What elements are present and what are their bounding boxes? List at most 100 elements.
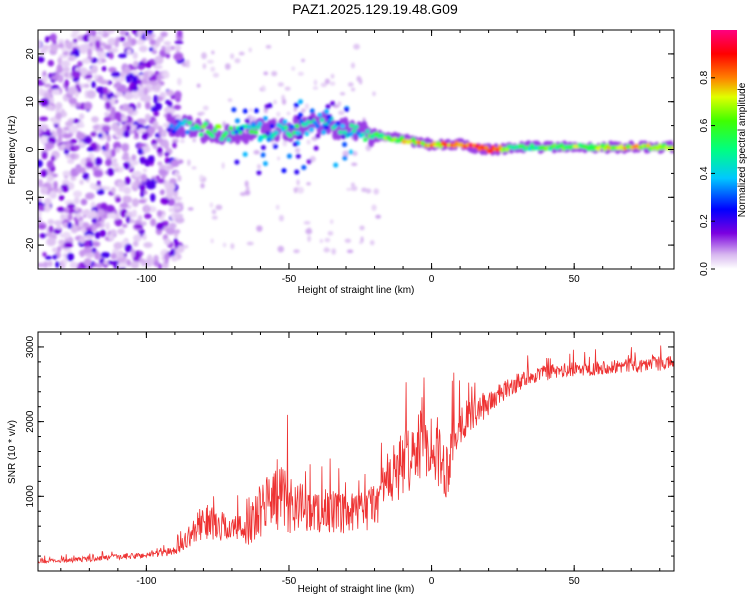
heatmap-noise-blob — [63, 241, 73, 249]
heatmap-noise-blob — [55, 71, 60, 78]
heatmap-cluster-blob — [315, 133, 321, 139]
heatmap-noise-blob — [80, 198, 88, 206]
heatmap-noise-blob — [88, 41, 94, 47]
heatmap-noise-blob — [84, 234, 94, 239]
heatmap-faint-blob — [211, 209, 217, 215]
heatmap-noise-blob — [174, 40, 184, 45]
heatmap-noise-blob — [177, 77, 182, 86]
chart-title: PAZ1.2025.129.19.48.G09 — [292, 1, 458, 17]
heatmap-noise-blob — [153, 260, 160, 267]
heatmap-noise-blob — [63, 67, 71, 72]
heatmap-faint-blob — [277, 245, 285, 253]
heatmap-noise-blob — [144, 113, 151, 122]
heatmap-faint-blob — [304, 103, 310, 110]
snr-y-tick-label: 1000 — [25, 485, 36, 508]
spectrogram-x-tick-label: -50 — [282, 274, 297, 285]
heatmap-faint-blob — [263, 71, 269, 76]
heatmap-noise-blob — [41, 75, 48, 83]
heatmap-noise-blob — [70, 33, 78, 38]
heatmap-noise-blob — [77, 60, 83, 67]
heatmap-noise-blob — [77, 208, 83, 213]
heatmap-cluster-blob — [260, 152, 266, 158]
heatmap-noise-blob — [174, 241, 179, 249]
heatmap-noise-blob — [116, 127, 124, 136]
heatmap-noise-blob — [42, 252, 47, 257]
heatmap-noise-blob — [125, 124, 131, 132]
heatmap-noise-blob — [43, 92, 52, 99]
heatmap-ridge-core — [314, 124, 320, 129]
heatmap-noise-blob — [38, 159, 43, 168]
heatmap-noise-blob — [153, 94, 159, 104]
heatmap-noise-blob — [91, 80, 96, 89]
heatmap-noise-blob — [43, 83, 52, 88]
heatmap-noise-blob — [108, 52, 114, 60]
colorbar-ticks: 0.0 0.2 0.4 0.6 0.8 — [699, 70, 715, 276]
heatmap-noise-blob — [143, 190, 148, 195]
heatmap-noise-blob — [133, 223, 144, 230]
heatmap-noise-blob — [124, 92, 134, 100]
heatmap-noise-blob — [57, 74, 64, 83]
heatmap-cluster-blob — [348, 131, 354, 137]
heatmap-ridge-core — [410, 137, 416, 143]
heatmap-noise-blob — [143, 87, 149, 96]
heatmap-faint-blob — [337, 101, 342, 107]
heatmap-noise-blob — [139, 185, 146, 192]
heatmap-noise-blob — [136, 79, 142, 85]
heatmap-noise-blob — [136, 118, 146, 124]
heatmap-ridge-core — [228, 126, 234, 131]
heatmap-noise-blob — [140, 190, 145, 198]
heatmap-noise-blob — [129, 168, 134, 173]
heatmap-noise-blob — [70, 226, 78, 234]
heatmap-noise-blob — [70, 70, 81, 79]
heatmap-faint-blob — [297, 186, 304, 194]
heatmap-noise-blob — [61, 60, 71, 68]
heatmap-noise-blob — [163, 41, 172, 46]
heatmap-noise-blob — [144, 204, 150, 213]
heatmap-noise-blob — [141, 94, 152, 103]
heatmap-noise-blob — [149, 80, 158, 86]
heatmap-noise-blob — [38, 210, 42, 218]
heatmap-ridge-core — [362, 137, 368, 142]
heatmap-noise-blob — [114, 218, 123, 227]
heatmap-noise-blob — [137, 215, 143, 221]
heatmap-faint-blob — [294, 147, 301, 153]
heatmap-cluster-blob — [260, 145, 266, 151]
heatmap-noise-blob — [160, 189, 165, 196]
heatmap-cluster-blob — [251, 122, 257, 128]
heatmap-ridge-core — [287, 133, 293, 138]
heatmap-noise-blob — [131, 85, 139, 92]
heatmap-noise-blob — [58, 194, 65, 201]
heatmap-noise-blob — [38, 40, 42, 49]
heatmap-noise-blob — [122, 41, 132, 48]
heatmap-faint-blob — [246, 241, 254, 246]
spectrogram-y-tick-label: 0 — [25, 146, 36, 152]
heatmap-noise-blob — [150, 218, 157, 227]
heatmap-faint-blob — [221, 162, 225, 170]
heatmap-cluster-blob — [343, 106, 349, 112]
heatmap-cluster-blob — [231, 107, 237, 113]
heatmap-noise-blob — [152, 120, 159, 130]
heatmap-ridge-core — [527, 146, 533, 152]
heatmap-noise-blob — [153, 254, 159, 263]
heatmap-noise-blob — [154, 55, 164, 65]
heatmap-faint-blob — [352, 151, 358, 156]
heatmap-faint-blob — [339, 92, 346, 96]
heatmap-faint-blob — [265, 44, 272, 49]
heatmap-ridge-core — [326, 119, 332, 125]
heatmap-noise-blob — [60, 213, 65, 222]
heatmap-noise-blob — [88, 35, 94, 42]
heatmap-ridge-core — [365, 129, 371, 134]
heatmap-cluster-blob — [244, 118, 250, 124]
heatmap-faint-blob — [307, 235, 311, 242]
heatmap-noise-blob — [52, 247, 58, 253]
heatmap-noise-blob — [160, 197, 170, 205]
heatmap-cluster-blob — [262, 115, 268, 121]
heatmap-noise-blob — [145, 60, 152, 69]
heatmap-noise-blob — [83, 246, 93, 254]
heatmap-noise-blob — [58, 133, 63, 142]
heatmap-ridge-core — [283, 125, 289, 130]
heatmap-noise-blob — [132, 240, 139, 247]
heatmap-noise-blob — [124, 66, 131, 76]
heatmap-noise-blob — [111, 187, 116, 194]
